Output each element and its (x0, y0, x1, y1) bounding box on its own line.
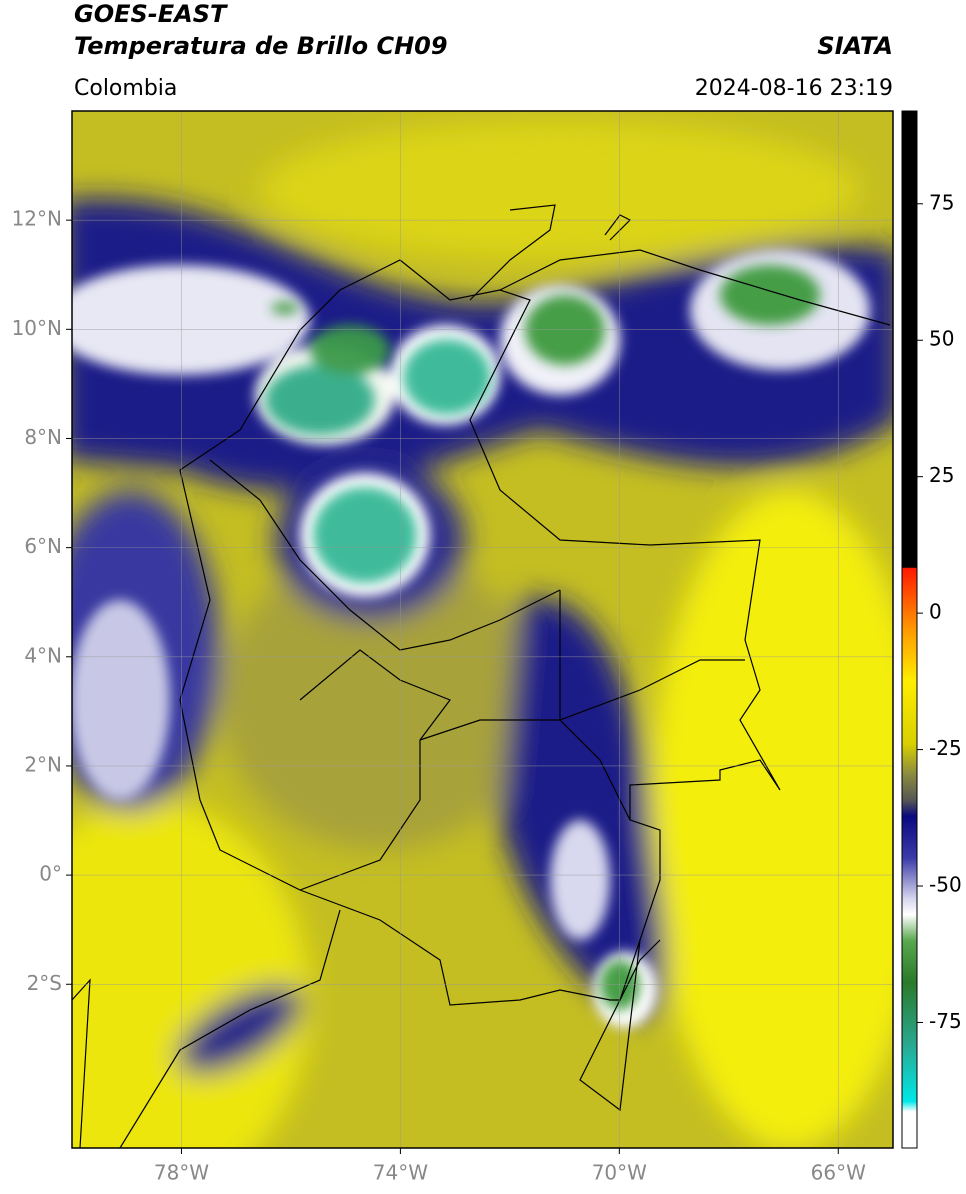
y-tick-label: 6°N (24, 534, 62, 558)
y-tick-label: 0° (39, 862, 62, 886)
datetime: 2024-08-16 23:19 (695, 76, 893, 101)
y-tick-label: 10°N (12, 316, 62, 340)
borders (72, 204, 891, 1148)
map-image (72, 111, 893, 1148)
source: SIATA (817, 32, 893, 60)
colorbar-tick-label: 25 (929, 463, 954, 487)
colorbar-tick-label: 0 (929, 600, 942, 624)
map-frame (71, 110, 894, 1149)
y-tick-label: 8°N (24, 425, 62, 449)
y-tick-label: 4°N (24, 643, 62, 667)
colorbar-tick-label: 75 (929, 190, 954, 214)
colorbar-tick-label: -75 (929, 1009, 962, 1033)
x-tick-label: 66°W (811, 1161, 866, 1185)
colorbar-tick-label: 50 (929, 327, 954, 351)
y-tick-label: 12°N (12, 207, 62, 231)
y-tick-label: 2°S (27, 971, 62, 995)
x-tick-label: 74°W (373, 1161, 428, 1185)
subtitle: Temperatura de Brillo CH09 (74, 32, 448, 60)
x-tick-label: 70°W (592, 1161, 647, 1185)
grid (72, 111, 893, 1148)
colorbar-tick-label: -50 (929, 873, 962, 897)
x-tick-label: 78°W (154, 1161, 209, 1185)
colorbar-tick-label: -25 (929, 736, 962, 760)
y-tick-label: 2°N (24, 752, 62, 776)
region: Colombia (74, 76, 177, 101)
colorbar (901, 110, 918, 1149)
title: GOES-EAST (74, 0, 228, 28)
